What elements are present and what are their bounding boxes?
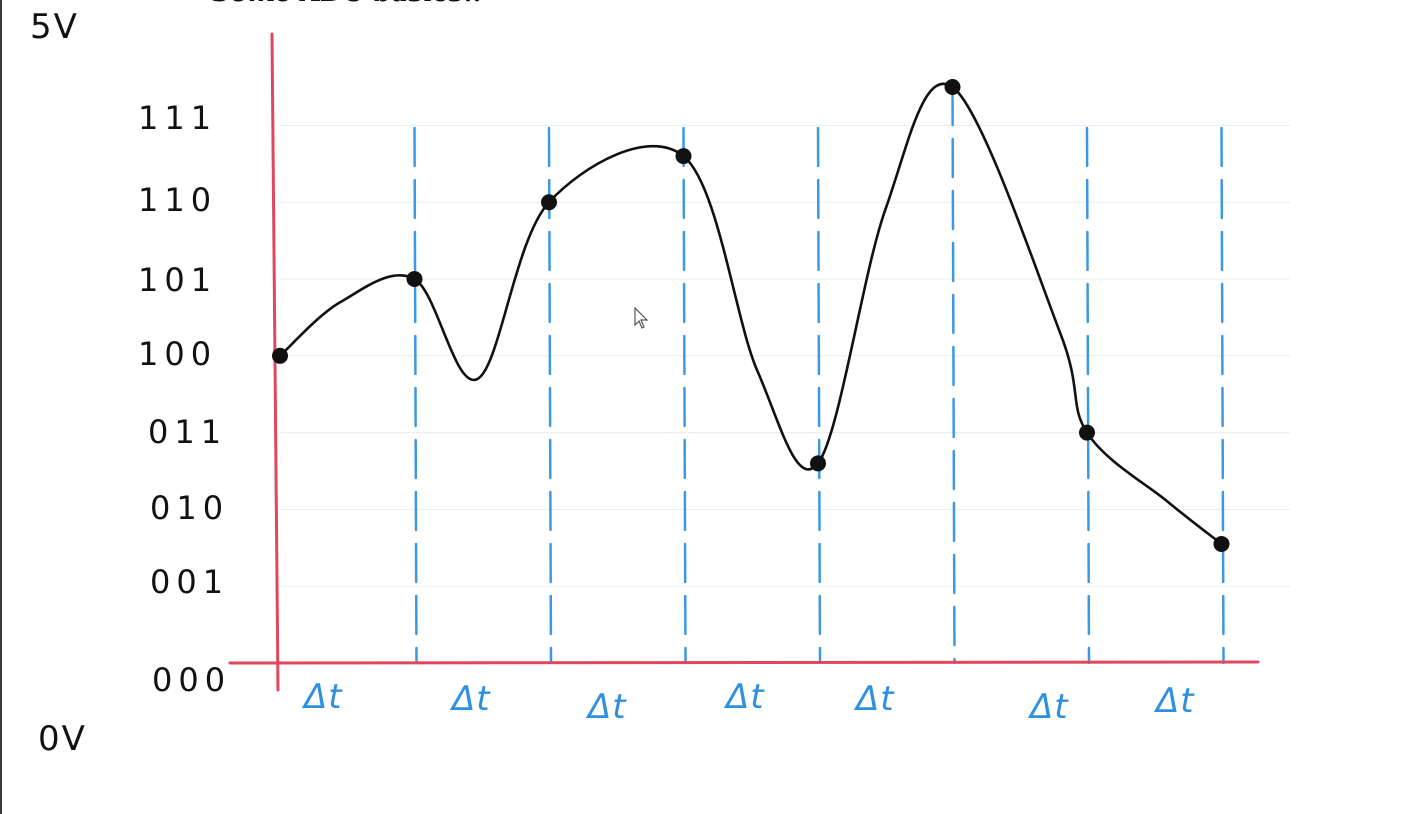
voltage-bottom-label: 0V bbox=[38, 719, 87, 759]
code-label-010: 010 bbox=[150, 489, 230, 527]
slide-heading: Some ADC basics.. bbox=[212, 0, 482, 8]
code-label-011: 011 bbox=[148, 413, 228, 451]
interval-label-2: Δt bbox=[452, 679, 491, 719]
interval-label-1: Δt bbox=[304, 677, 343, 717]
sample-point bbox=[272, 347, 288, 364]
x-axis-line bbox=[228, 660, 1260, 665]
sample-line bbox=[1085, 126, 1091, 665]
window-left-border bbox=[0, 0, 2, 814]
sample-line bbox=[816, 126, 822, 665]
interval-label-6: Δt bbox=[1030, 687, 1069, 727]
sample-point bbox=[1213, 535, 1230, 552]
interval-label-7: Δt bbox=[1156, 681, 1195, 721]
interval-label-5: Δt bbox=[856, 679, 895, 719]
mouse-cursor-icon bbox=[634, 307, 649, 329]
interval-label-4: Δt bbox=[726, 677, 765, 717]
code-label-000: 000 bbox=[152, 661, 232, 699]
sample-line bbox=[951, 85, 956, 665]
sample-line bbox=[413, 126, 418, 665]
sample-point bbox=[810, 455, 826, 472]
sample-point bbox=[406, 271, 423, 287]
sample-point bbox=[541, 194, 557, 211]
sample-points bbox=[272, 79, 1230, 552]
code-label-101: 101 bbox=[138, 261, 218, 299]
sample-line bbox=[547, 126, 553, 665]
grid-lines bbox=[280, 124, 1290, 587]
sample-line bbox=[682, 126, 687, 665]
code-label-111: 111 bbox=[138, 99, 218, 137]
sample-point bbox=[675, 148, 692, 165]
sample-point bbox=[944, 79, 961, 95]
sample-point bbox=[1079, 424, 1095, 441]
code-label-100: 100 bbox=[138, 335, 218, 373]
code-label-001: 001 bbox=[150, 563, 230, 601]
signal-curve bbox=[278, 82, 1223, 546]
sample-line bbox=[1220, 126, 1225, 665]
code-label-110: 110 bbox=[138, 181, 218, 219]
voltage-top-label: 5V bbox=[30, 7, 79, 47]
sample-lines bbox=[413, 85, 1225, 665]
interval-label-3: Δt bbox=[588, 687, 627, 727]
